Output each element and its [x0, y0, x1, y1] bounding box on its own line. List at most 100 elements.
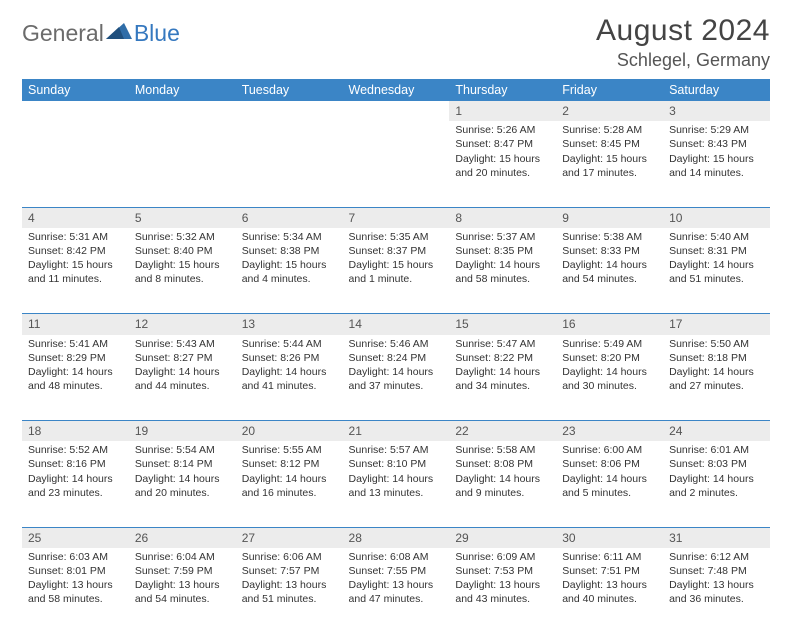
day-detail-cell: Sunrise: 5:37 AMSunset: 8:35 PMDaylight:…	[449, 228, 556, 314]
daylight-text: Daylight: 13 hours and 58 minutes.	[28, 578, 123, 606]
day-detail-cell: Sunrise: 6:06 AMSunset: 7:57 PMDaylight:…	[236, 548, 343, 634]
day-detail-cell: Sunrise: 5:38 AMSunset: 8:33 PMDaylight:…	[556, 228, 663, 314]
day-number-cell: 29	[449, 527, 556, 548]
sunrise-text: Sunrise: 6:08 AM	[349, 550, 444, 564]
logo: General Blue	[22, 20, 180, 47]
day-detail-row: Sunrise: 5:31 AMSunset: 8:42 PMDaylight:…	[22, 228, 770, 314]
day-number-cell: 16	[556, 314, 663, 335]
weekday-header: Wednesday	[343, 79, 450, 101]
daylight-text: Daylight: 15 hours and 1 minute.	[349, 258, 444, 286]
daylight-text: Daylight: 15 hours and 8 minutes.	[135, 258, 230, 286]
day-detail-cell: Sunrise: 5:34 AMSunset: 8:38 PMDaylight:…	[236, 228, 343, 314]
sunset-text: Sunset: 8:43 PM	[669, 137, 764, 151]
day-detail-cell: Sunrise: 6:08 AMSunset: 7:55 PMDaylight:…	[343, 548, 450, 634]
sunset-text: Sunset: 8:42 PM	[28, 244, 123, 258]
day-number-cell: 22	[449, 421, 556, 442]
day-number-cell: 28	[343, 527, 450, 548]
sunrise-text: Sunrise: 6:09 AM	[455, 550, 550, 564]
sunrise-text: Sunrise: 5:50 AM	[669, 337, 764, 351]
day-number-cell: 6	[236, 207, 343, 228]
day-number-cell: 26	[129, 527, 236, 548]
day-detail-cell: Sunrise: 5:49 AMSunset: 8:20 PMDaylight:…	[556, 335, 663, 421]
weekday-header: Tuesday	[236, 79, 343, 101]
location: Schlegel, Germany	[596, 50, 770, 71]
day-number-cell: 23	[556, 421, 663, 442]
day-detail-cell: Sunrise: 5:52 AMSunset: 8:16 PMDaylight:…	[22, 441, 129, 527]
sunrise-text: Sunrise: 5:57 AM	[349, 443, 444, 457]
weekday-header: Monday	[129, 79, 236, 101]
day-number-cell	[129, 101, 236, 121]
daylight-text: Daylight: 14 hours and 54 minutes.	[562, 258, 657, 286]
day-number-cell: 31	[663, 527, 770, 548]
daylight-text: Daylight: 14 hours and 2 minutes.	[669, 472, 764, 500]
daylight-text: Daylight: 14 hours and 13 minutes.	[349, 472, 444, 500]
day-number-cell: 15	[449, 314, 556, 335]
day-detail-cell	[129, 121, 236, 207]
daylight-text: Daylight: 14 hours and 37 minutes.	[349, 365, 444, 393]
sunset-text: Sunset: 8:26 PM	[242, 351, 337, 365]
daylight-text: Daylight: 14 hours and 48 minutes.	[28, 365, 123, 393]
daylight-text: Daylight: 15 hours and 14 minutes.	[669, 152, 764, 180]
day-detail-cell: Sunrise: 6:01 AMSunset: 8:03 PMDaylight:…	[663, 441, 770, 527]
day-number-cell: 18	[22, 421, 129, 442]
sunset-text: Sunset: 8:08 PM	[455, 457, 550, 471]
day-number-cell: 27	[236, 527, 343, 548]
daylight-text: Daylight: 15 hours and 17 minutes.	[562, 152, 657, 180]
daylight-text: Daylight: 14 hours and 16 minutes.	[242, 472, 337, 500]
sunset-text: Sunset: 8:10 PM	[349, 457, 444, 471]
daylight-text: Daylight: 15 hours and 4 minutes.	[242, 258, 337, 286]
day-detail-cell: Sunrise: 5:57 AMSunset: 8:10 PMDaylight:…	[343, 441, 450, 527]
sunrise-text: Sunrise: 6:00 AM	[562, 443, 657, 457]
day-detail-cell: Sunrise: 5:43 AMSunset: 8:27 PMDaylight:…	[129, 335, 236, 421]
header: General Blue August 2024 Schlegel, Germa…	[22, 14, 770, 71]
sunset-text: Sunset: 7:59 PM	[135, 564, 230, 578]
daylight-text: Daylight: 14 hours and 58 minutes.	[455, 258, 550, 286]
sunrise-text: Sunrise: 6:06 AM	[242, 550, 337, 564]
sunset-text: Sunset: 8:31 PM	[669, 244, 764, 258]
weekday-header-row: SundayMondayTuesdayWednesdayThursdayFrid…	[22, 79, 770, 101]
day-number-cell: 11	[22, 314, 129, 335]
day-detail-cell: Sunrise: 6:00 AMSunset: 8:06 PMDaylight:…	[556, 441, 663, 527]
daylight-text: Daylight: 13 hours and 36 minutes.	[669, 578, 764, 606]
day-number-cell: 3	[663, 101, 770, 121]
sunrise-text: Sunrise: 6:01 AM	[669, 443, 764, 457]
weekday-header: Sunday	[22, 79, 129, 101]
day-detail-cell: Sunrise: 5:31 AMSunset: 8:42 PMDaylight:…	[22, 228, 129, 314]
day-number-cell: 25	[22, 527, 129, 548]
sunset-text: Sunset: 8:33 PM	[562, 244, 657, 258]
logo-triangle-icon	[106, 21, 132, 46]
sunset-text: Sunset: 8:06 PM	[562, 457, 657, 471]
daylight-text: Daylight: 15 hours and 20 minutes.	[455, 152, 550, 180]
sunset-text: Sunset: 8:40 PM	[135, 244, 230, 258]
sunset-text: Sunset: 8:16 PM	[28, 457, 123, 471]
daylight-text: Daylight: 13 hours and 40 minutes.	[562, 578, 657, 606]
sunset-text: Sunset: 8:27 PM	[135, 351, 230, 365]
day-number-cell: 2	[556, 101, 663, 121]
day-number-cell: 14	[343, 314, 450, 335]
logo-text-general: General	[22, 20, 104, 47]
sunrise-text: Sunrise: 5:32 AM	[135, 230, 230, 244]
day-detail-cell: Sunrise: 5:58 AMSunset: 8:08 PMDaylight:…	[449, 441, 556, 527]
day-detail-cell: Sunrise: 5:35 AMSunset: 8:37 PMDaylight:…	[343, 228, 450, 314]
sunset-text: Sunset: 8:18 PM	[669, 351, 764, 365]
daylight-text: Daylight: 13 hours and 51 minutes.	[242, 578, 337, 606]
sunrise-text: Sunrise: 5:46 AM	[349, 337, 444, 351]
day-number-row: 123	[22, 101, 770, 121]
sunrise-text: Sunrise: 6:03 AM	[28, 550, 123, 564]
sunrise-text: Sunrise: 5:29 AM	[669, 123, 764, 137]
day-detail-cell: Sunrise: 5:40 AMSunset: 8:31 PMDaylight:…	[663, 228, 770, 314]
sunrise-text: Sunrise: 5:49 AM	[562, 337, 657, 351]
month-title: August 2024	[596, 14, 770, 48]
sunset-text: Sunset: 8:37 PM	[349, 244, 444, 258]
day-number-cell: 4	[22, 207, 129, 228]
daylight-text: Daylight: 14 hours and 30 minutes.	[562, 365, 657, 393]
day-detail-cell: Sunrise: 5:32 AMSunset: 8:40 PMDaylight:…	[129, 228, 236, 314]
day-detail-cell: Sunrise: 5:54 AMSunset: 8:14 PMDaylight:…	[129, 441, 236, 527]
sunset-text: Sunset: 8:24 PM	[349, 351, 444, 365]
sunrise-text: Sunrise: 5:26 AM	[455, 123, 550, 137]
sunrise-text: Sunrise: 6:11 AM	[562, 550, 657, 564]
day-detail-cell: Sunrise: 5:50 AMSunset: 8:18 PMDaylight:…	[663, 335, 770, 421]
day-number-cell: 24	[663, 421, 770, 442]
sunrise-text: Sunrise: 5:54 AM	[135, 443, 230, 457]
sunset-text: Sunset: 8:45 PM	[562, 137, 657, 151]
